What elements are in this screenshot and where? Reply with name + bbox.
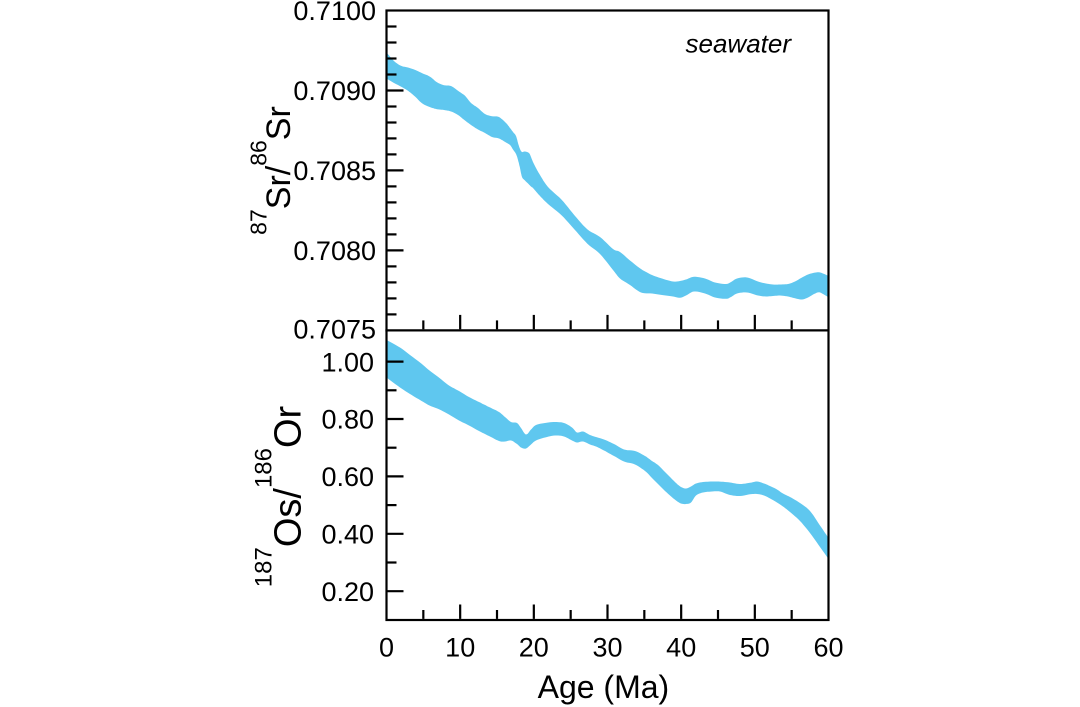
svg-text:Age (Ma): Age (Ma) [538, 669, 670, 705]
svg-text:20: 20 [519, 633, 549, 663]
svg-text:187Os/186Or: 187Os/186Or [251, 405, 310, 587]
svg-text:0: 0 [379, 633, 394, 663]
svg-text:0.80: 0.80 [321, 405, 374, 435]
svg-text:60: 60 [813, 633, 843, 663]
svg-text:50: 50 [740, 633, 770, 663]
svg-text:0.7100: 0.7100 [293, 0, 376, 26]
svg-text:0.7075: 0.7075 [293, 315, 376, 345]
svg-text:87Sr/86Sr: 87Sr/86Sr [246, 106, 299, 235]
svg-text:0.7080: 0.7080 [293, 236, 376, 266]
svg-text:0.60: 0.60 [321, 462, 374, 492]
svg-text:0.7090: 0.7090 [293, 76, 376, 106]
svg-text:0.40: 0.40 [321, 520, 374, 550]
svg-text:1.00: 1.00 [321, 347, 374, 377]
svg-text:0.20: 0.20 [321, 577, 374, 607]
svg-text:10: 10 [445, 633, 475, 663]
svg-text:40: 40 [666, 633, 696, 663]
svg-text:0.7085: 0.7085 [293, 156, 376, 186]
svg-text:30: 30 [592, 633, 622, 663]
svg-text:seawater: seawater [686, 29, 793, 59]
